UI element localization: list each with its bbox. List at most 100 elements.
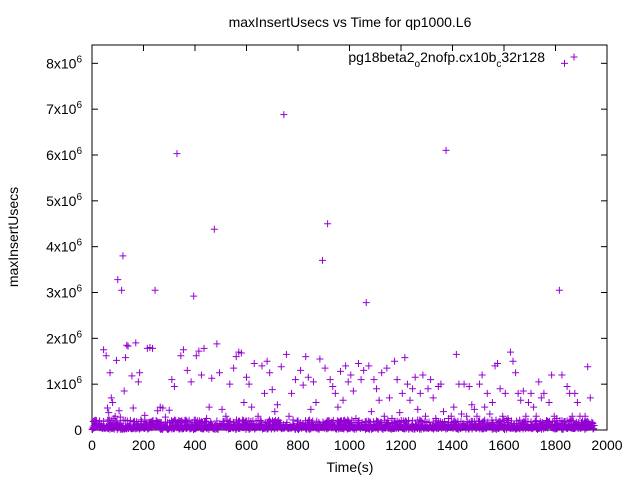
- data-point: [326, 376, 334, 384]
- data-point: [396, 409, 404, 417]
- data-point: [250, 360, 258, 368]
- data-point: [245, 380, 253, 388]
- baseline-point: [404, 416, 412, 424]
- data-point: [124, 342, 132, 350]
- data-point: [134, 378, 142, 386]
- data-point: [411, 373, 419, 381]
- data-point: [103, 404, 111, 412]
- data-point: [558, 371, 566, 379]
- x-tick-label: 200: [132, 437, 156, 453]
- data-point: [215, 369, 223, 377]
- data-point: [401, 354, 409, 362]
- baseline-point: [138, 418, 146, 426]
- data-point: [414, 405, 422, 413]
- data-point: [571, 389, 579, 397]
- data-point: [506, 348, 514, 356]
- x-tick-label: 1800: [540, 437, 571, 453]
- data-point: [514, 389, 522, 397]
- data-point: [136, 369, 144, 377]
- data-point: [282, 350, 290, 358]
- data-point: [197, 371, 205, 379]
- data-point: [195, 347, 203, 355]
- data-point: [452, 350, 460, 358]
- data-point: [123, 341, 131, 349]
- data-point: [519, 387, 527, 395]
- data-point: [463, 412, 471, 420]
- data-point: [584, 363, 592, 371]
- y-tick-label: 6x106: [46, 146, 82, 163]
- data-point: [230, 364, 238, 372]
- baseline-point: [484, 418, 492, 426]
- data-point: [109, 399, 117, 406]
- baseline-point: [308, 418, 316, 426]
- legend-label: pg18beta2o2nofp.cx10bc32r128: [348, 49, 545, 70]
- baseline-point: [225, 418, 233, 426]
- data-point: [437, 380, 445, 388]
- data-point: [370, 376, 378, 384]
- data-point: [499, 412, 507, 420]
- data-point: [349, 387, 357, 395]
- data-point: [465, 382, 473, 390]
- data-point: [208, 374, 216, 382]
- data-point: [309, 378, 317, 386]
- data-point: [561, 59, 569, 67]
- data-point: [424, 385, 432, 393]
- data-point: [179, 346, 187, 354]
- baseline-point: [257, 417, 265, 425]
- data-point: [100, 346, 108, 354]
- data-point: [205, 403, 213, 411]
- y-tick-exponent: 6: [76, 100, 82, 111]
- data-point: [268, 386, 276, 394]
- data-point: [517, 396, 525, 404]
- y-tick-label: 0: [74, 422, 82, 438]
- data-point: [266, 369, 274, 377]
- y-tick-label: 5x106: [46, 192, 82, 209]
- data-point: [316, 355, 324, 363]
- data-point: [530, 403, 538, 411]
- data-point: [385, 394, 393, 402]
- data-point: [357, 376, 365, 384]
- data-point: [347, 371, 355, 379]
- baseline-point: [566, 416, 574, 424]
- y-tick-mantissa: 1x10: [46, 376, 77, 392]
- data-point: [232, 353, 240, 361]
- data-point: [470, 405, 478, 413]
- data-point: [383, 364, 391, 372]
- data-point: [586, 394, 594, 402]
- baseline-point: [265, 416, 273, 424]
- data-point: [170, 382, 178, 390]
- data-point: [494, 360, 502, 368]
- data-point: [302, 353, 310, 361]
- data-point: [483, 389, 491, 397]
- data-point: [240, 399, 248, 406]
- baseline-point: [256, 417, 264, 425]
- data-point: [501, 389, 509, 397]
- x-tick-label: 0: [88, 437, 96, 453]
- data-point: [114, 276, 122, 284]
- legend-label-part: o: [415, 59, 421, 70]
- x-tick-label: 1400: [437, 437, 468, 453]
- data-point: [318, 256, 326, 264]
- y-tick-label: 2x106: [46, 329, 82, 346]
- data-point: [119, 252, 127, 260]
- legend-marker: [570, 53, 578, 61]
- data-point: [154, 407, 162, 415]
- data-points: [88, 53, 598, 434]
- axis-ticks: 0 200 400 600 800 1000 1200 1400 1600 1800 2000 0 1x…: [46, 45, 623, 453]
- data-point: [258, 362, 266, 370]
- data-point: [342, 362, 350, 370]
- y-tick-label: 3x106: [46, 284, 82, 301]
- data-point: [273, 401, 281, 409]
- data-point: [421, 412, 429, 420]
- data-point: [355, 360, 363, 368]
- data-point: [118, 286, 126, 294]
- baseline-point: [202, 417, 210, 425]
- data-point: [398, 389, 406, 397]
- data-point: [213, 340, 221, 348]
- data-point: [367, 408, 375, 416]
- data-point: [159, 404, 167, 412]
- data-point: [468, 401, 476, 409]
- data-point: [512, 369, 520, 377]
- data-point: [132, 339, 140, 347]
- y-tick-exponent: 6: [76, 146, 82, 157]
